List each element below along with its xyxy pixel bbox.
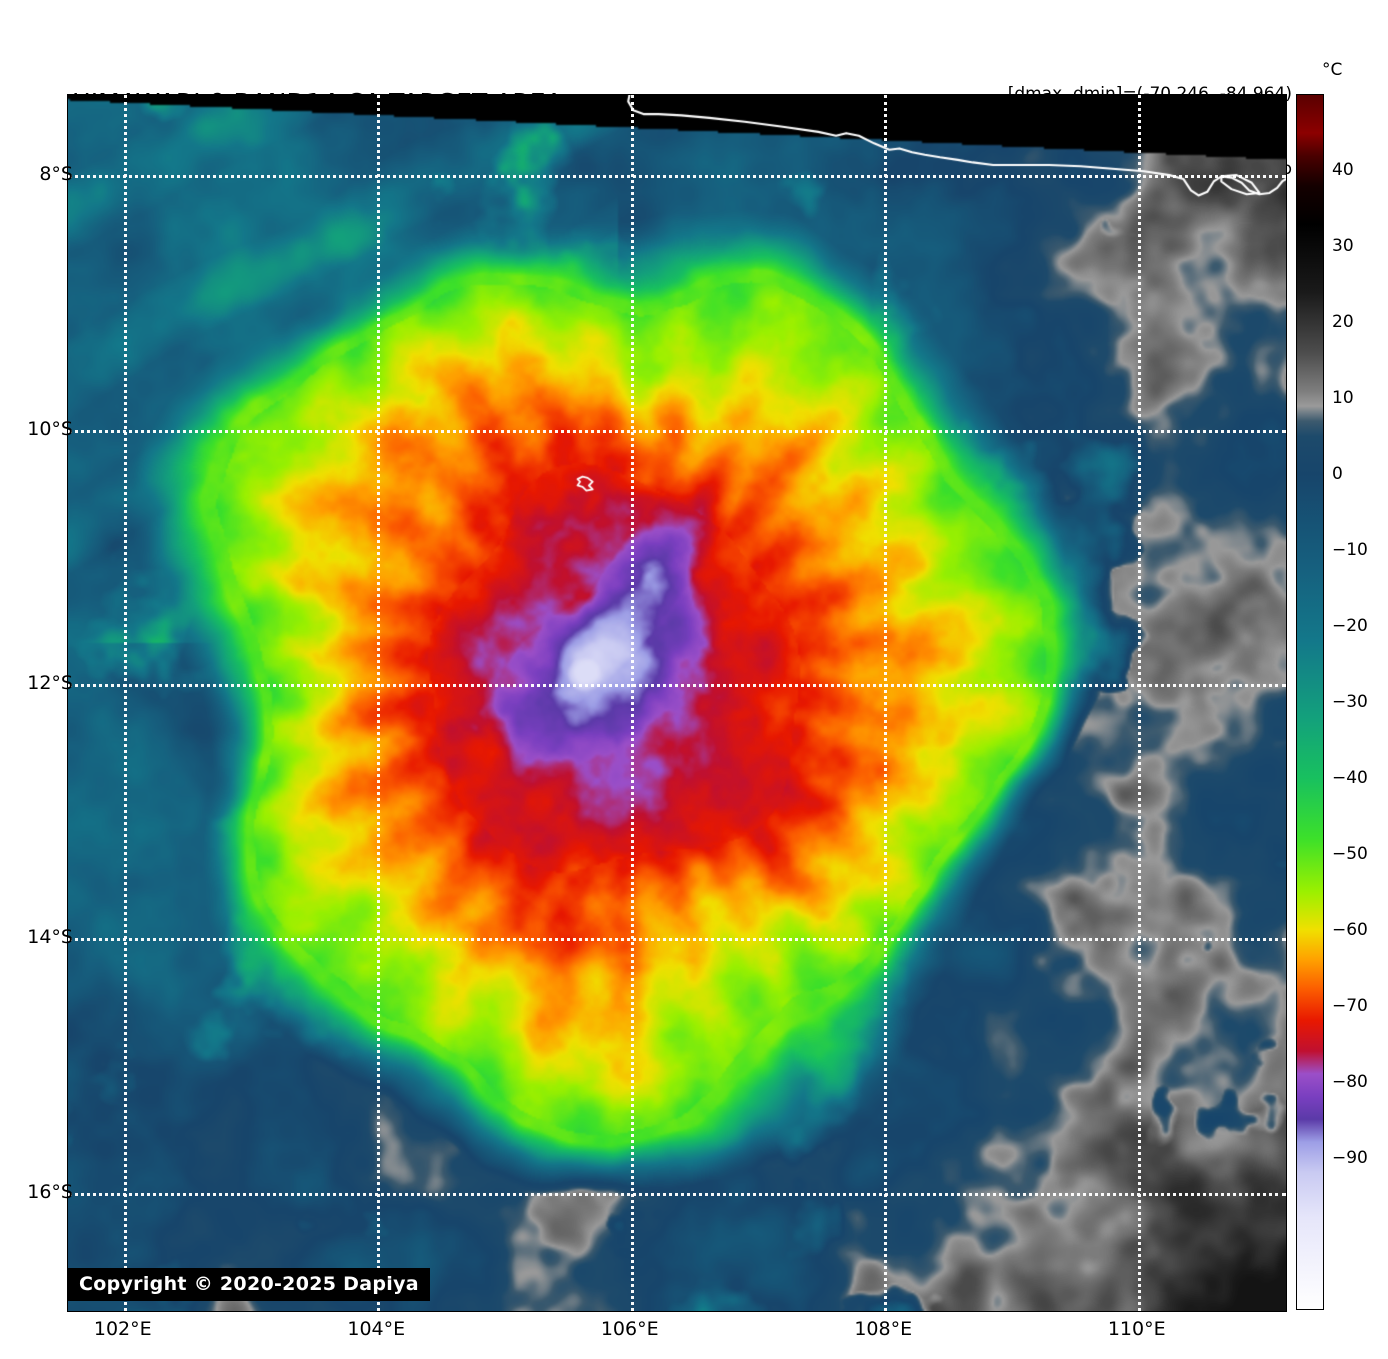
satellite-image-plot[interactable]: Copyright © 2020-2025 Dapiya bbox=[67, 94, 1287, 1312]
colorbar-gradient bbox=[1297, 95, 1323, 1309]
colorbar-tick-6: −20 bbox=[1332, 616, 1368, 636]
colorbar-tick-9: −50 bbox=[1332, 844, 1368, 864]
lon-tick-label-1: 104°E bbox=[347, 1318, 406, 1340]
colorbar-tick-11: −70 bbox=[1332, 996, 1368, 1016]
colorbar-tick-13: −90 bbox=[1332, 1148, 1368, 1168]
colorbar-tick-7: −30 bbox=[1332, 692, 1368, 712]
lat-tick-label-4: 16°S bbox=[27, 1180, 73, 1203]
lon-tick-label-2: 106°E bbox=[600, 1318, 659, 1340]
colorbar-tick-8: −40 bbox=[1332, 768, 1368, 788]
copyright-banner: Copyright © 2020-2025 Dapiya bbox=[68, 1268, 430, 1301]
lon-tick-label-3: 108°E bbox=[854, 1318, 913, 1340]
lat-tick-label-1: 10°S bbox=[27, 417, 73, 440]
colorbar-tick-4: 0 bbox=[1332, 464, 1343, 484]
satellite-image-canvas bbox=[68, 95, 1286, 1311]
colorbar-tick-10: −60 bbox=[1332, 920, 1368, 940]
lat-tick-label-3: 14°S bbox=[27, 926, 73, 949]
lon-tick-label-4: 110°E bbox=[1107, 1318, 1166, 1340]
colorbar-tick-3: 10 bbox=[1332, 388, 1354, 408]
colorbar-tick-0: 40 bbox=[1332, 160, 1354, 180]
lat-tick-label-2: 12°S bbox=[27, 671, 73, 694]
colorbar-tick-1: 30 bbox=[1332, 236, 1354, 256]
colorbar-tick-5: −10 bbox=[1332, 540, 1368, 560]
colorbar-unit-label: °C bbox=[1322, 60, 1343, 80]
temperature-colorbar[interactable] bbox=[1296, 94, 1324, 1310]
lat-tick-label-0: 8°S bbox=[39, 163, 73, 186]
colorbar-tick-12: −80 bbox=[1332, 1072, 1368, 1092]
lon-tick-label-0: 102°E bbox=[93, 1318, 152, 1340]
colorbar-tick-2: 20 bbox=[1332, 312, 1354, 332]
